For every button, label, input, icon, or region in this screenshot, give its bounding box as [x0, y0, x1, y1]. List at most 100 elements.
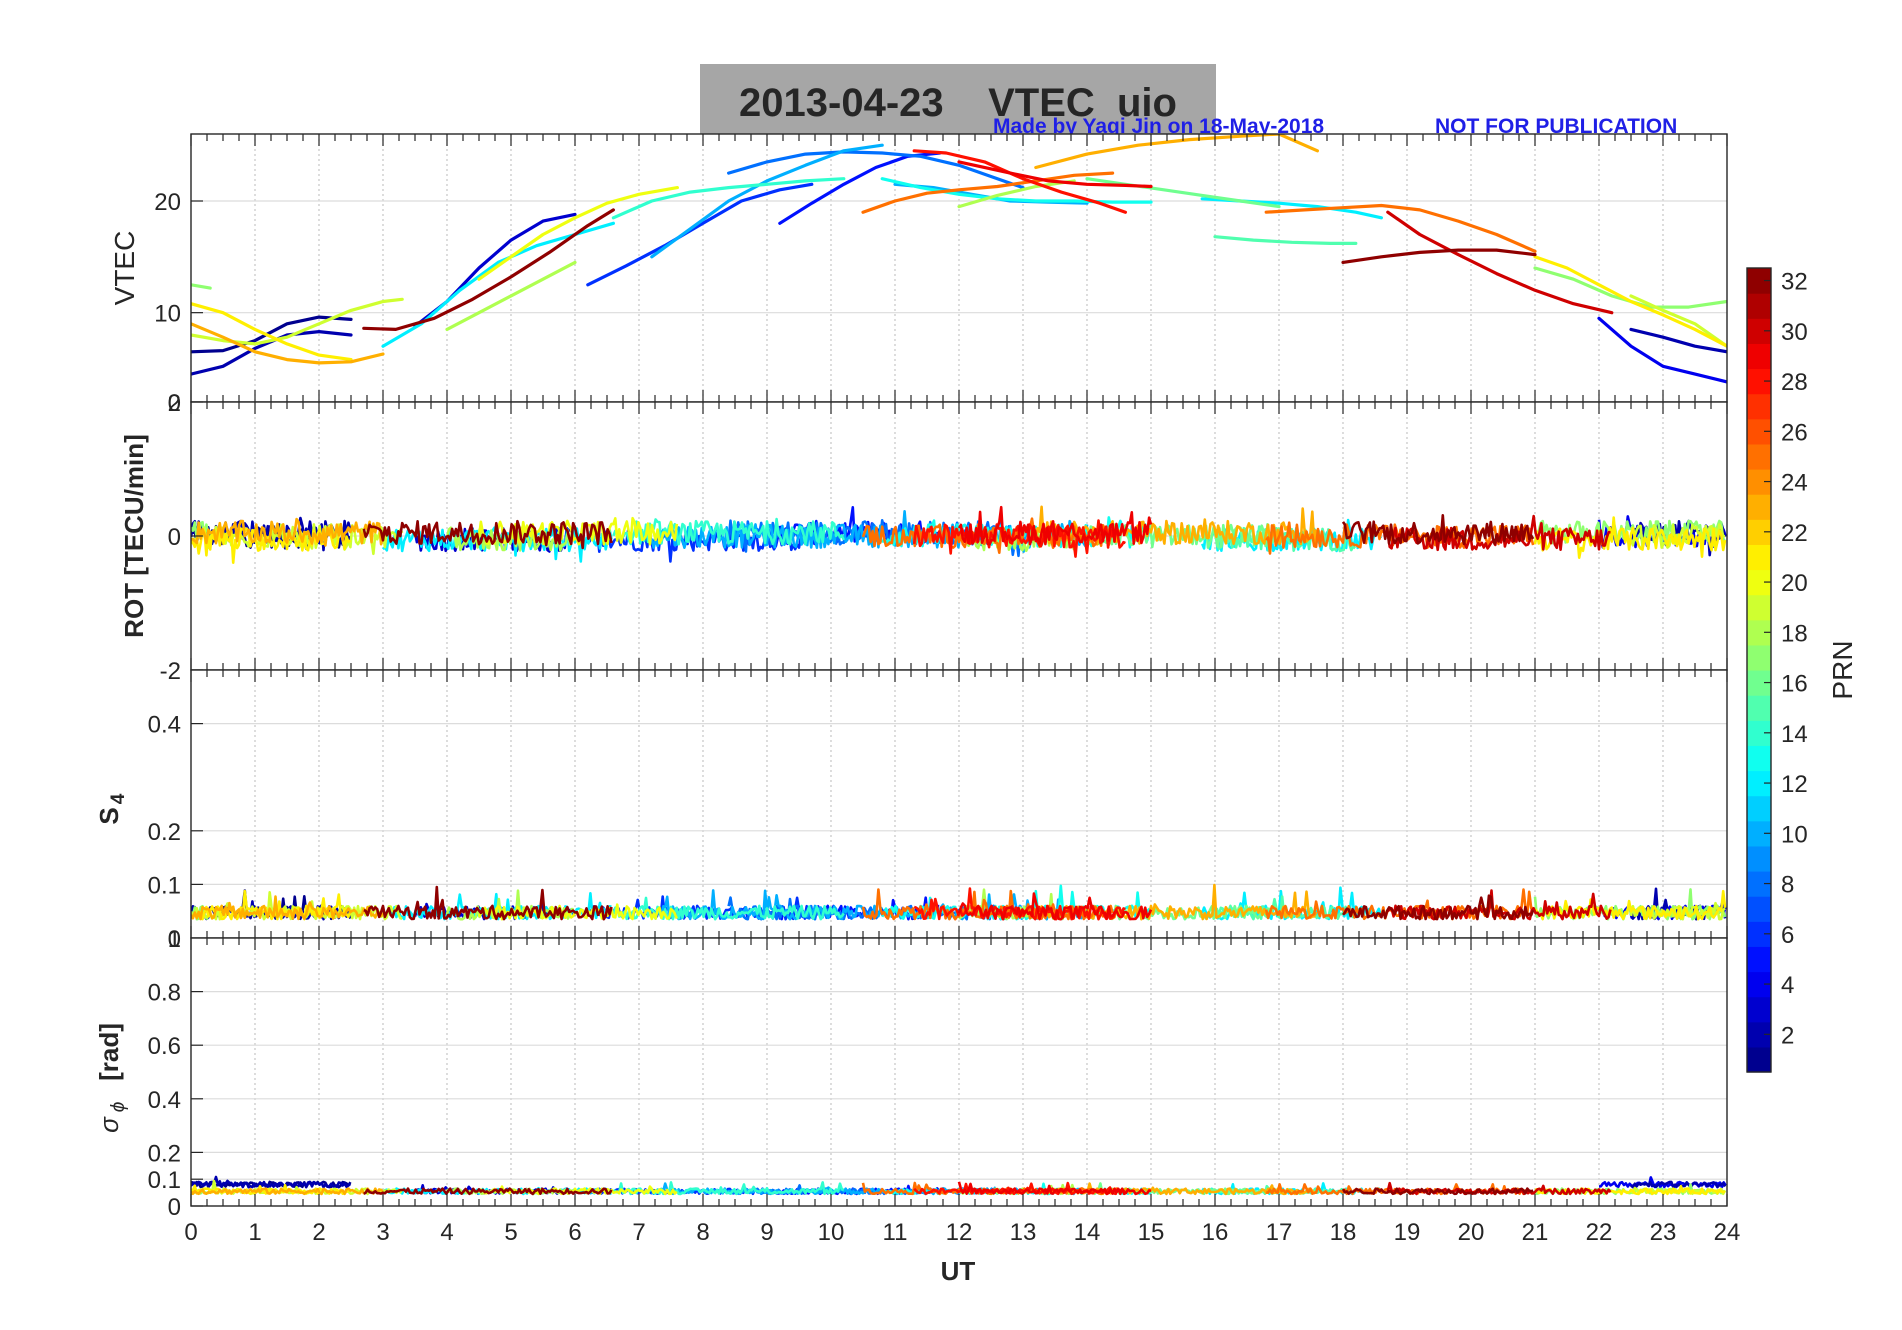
trace-prn-29	[957, 1181, 1152, 1196]
colorbar-tick-label: 24	[1781, 470, 1808, 497]
colorbar-tick-label: 18	[1781, 620, 1808, 647]
vtec-line-prn-17	[191, 283, 212, 290]
x-tick-label: 6	[568, 1219, 581, 1246]
trace-prn-28	[912, 519, 1126, 558]
trace-prn-23	[191, 895, 385, 921]
sigma-phi-panel: 00.10.20.40.60.810 1 2 3 4 5 6 7 8 9 10 11 12 13 14 15 1…	[148, 926, 1741, 1246]
s4-ylabel-sub: 4	[108, 793, 129, 804]
x-tick-label: 3	[376, 1219, 389, 1246]
x-tick-label: 10	[818, 1219, 845, 1246]
colorbar-tick-label: 22	[1781, 520, 1808, 547]
y-tick-label: 0.1	[148, 1167, 181, 1194]
trace-prn-32	[1341, 513, 1535, 546]
vtec-line-prn-28	[912, 149, 1128, 214]
vtec-line-prn-18	[445, 260, 577, 331]
colorbar-frame	[1746, 267, 1772, 1073]
y-tick-label: 10	[154, 301, 181, 328]
vtec-line-prn-16	[1085, 177, 1281, 209]
colorbar-tick-label: 10	[1781, 821, 1808, 848]
trace-prn-32	[363, 1187, 613, 1196]
trace-prn-6	[586, 527, 812, 563]
colorbar-tick-label: 14	[1781, 721, 1808, 748]
vtec-panel: 10 20 0	[154, 133, 1728, 417]
vtec-line-prn-8	[726, 150, 1025, 190]
plot-area	[191, 938, 1727, 1206]
trace-prn-32	[362, 519, 613, 550]
colorbar-segment	[1747, 393, 1771, 420]
trace-prn-14	[612, 896, 845, 921]
vtec-line-prn-32	[1341, 248, 1537, 264]
vtec-line-prn-32	[362, 208, 616, 331]
y-tick-label: 0	[168, 926, 181, 953]
colorbar-segment	[1747, 896, 1771, 922]
colorbar-segment	[1747, 644, 1771, 671]
s4-panel: 0.1 0.2 0.4 0	[148, 669, 1728, 953]
s4-ylabel-main: S	[94, 807, 124, 824]
x-tick-label: 17	[1266, 1219, 1293, 1246]
y-tick-label: 0.6	[148, 1033, 181, 1060]
x-tick-label: 16	[1202, 1219, 1229, 1246]
y-tick-label: 0.2	[148, 1140, 181, 1167]
vtec-line-prn-29	[957, 160, 1153, 189]
vtec-line-prn-18	[957, 179, 1076, 209]
trace-prn-15	[1214, 525, 1357, 553]
y-tick-label: 0.8	[148, 980, 181, 1007]
not-for-publication-text: NOT FOR PUBLICATION	[1435, 115, 1677, 138]
colorbar-tick-label: 28	[1781, 369, 1808, 396]
trace-prn-32	[1341, 1187, 1534, 1196]
data-series-group	[191, 134, 1727, 384]
colorbar-segment	[1747, 845, 1771, 872]
vtec-line-prn-13	[880, 177, 1153, 204]
colorbar-segment	[1747, 996, 1771, 1023]
colorbar-tick-label: 26	[1781, 419, 1808, 446]
colorbar-segment	[1747, 443, 1771, 470]
x-tick-label: 4	[440, 1219, 453, 1246]
vtec-line-prn-4	[1597, 316, 1727, 384]
vtec-line-prn-25	[1264, 203, 1537, 253]
data-series-group	[191, 1175, 1727, 1196]
colorbar-tick-label: 12	[1781, 771, 1808, 798]
colorbar-label: PRN	[1827, 640, 1858, 699]
sigma-ylabel-main: σ	[94, 1116, 124, 1133]
credit-text: Made by Yaqi Jin on 18-May-2018	[993, 115, 1324, 138]
trace-prn-21	[1534, 889, 1727, 921]
x-tick-label: 19	[1394, 1219, 1421, 1246]
colorbar-tick-label: 16	[1781, 671, 1808, 698]
x-tick-label: 9	[760, 1219, 773, 1246]
x-tick-label: 20	[1458, 1219, 1485, 1246]
sigma-ylabel-unit: [rad]	[94, 1023, 124, 1081]
colorbar-segment	[1747, 343, 1771, 370]
colorbar-tick-label: 2	[1781, 1022, 1794, 1049]
colorbar-tick-label: 30	[1781, 319, 1808, 346]
plot-area	[191, 670, 1727, 938]
y-tick-label: 1	[168, 926, 181, 953]
data-series-group	[191, 505, 1727, 565]
vtec-line-prn-6	[586, 182, 814, 287]
trace-prn-2	[191, 1175, 352, 1189]
colorbar-segment	[1747, 494, 1771, 520]
x-tick-label: 21	[1522, 1219, 1549, 1246]
data-series-group	[191, 883, 1727, 921]
vtec-line-prn-23	[191, 322, 385, 365]
x-tick-label: 23	[1650, 1219, 1677, 1246]
colorbar-segment	[1747, 544, 1771, 571]
y-tick-label: 0.1	[148, 872, 181, 899]
vtec-line-prn-14	[611, 177, 846, 220]
vtec-line-prn-25	[861, 171, 1115, 214]
x-tick-label: 14	[1074, 1219, 1101, 1246]
colorbar-segment	[1747, 594, 1771, 621]
colorbar-tick-label: 4	[1781, 972, 1794, 999]
x-tick-label: 8	[696, 1219, 709, 1246]
colorbar-segment	[1747, 695, 1771, 721]
x-tick-label: 1	[248, 1219, 261, 1246]
trace-prn-28	[913, 887, 1126, 921]
vtec-line-prn-30	[1386, 210, 1614, 315]
colorbar-segment	[1747, 745, 1771, 772]
x-tick-label: 24	[1714, 1219, 1741, 1246]
vtec-line-prn-21	[1533, 255, 1727, 348]
y-tick-label: 0.4	[148, 712, 181, 739]
vtec-line-prn-2	[1629, 327, 1727, 354]
x-tick-label: 18	[1330, 1219, 1357, 1246]
rot-panel: -202	[160, 390, 1728, 685]
